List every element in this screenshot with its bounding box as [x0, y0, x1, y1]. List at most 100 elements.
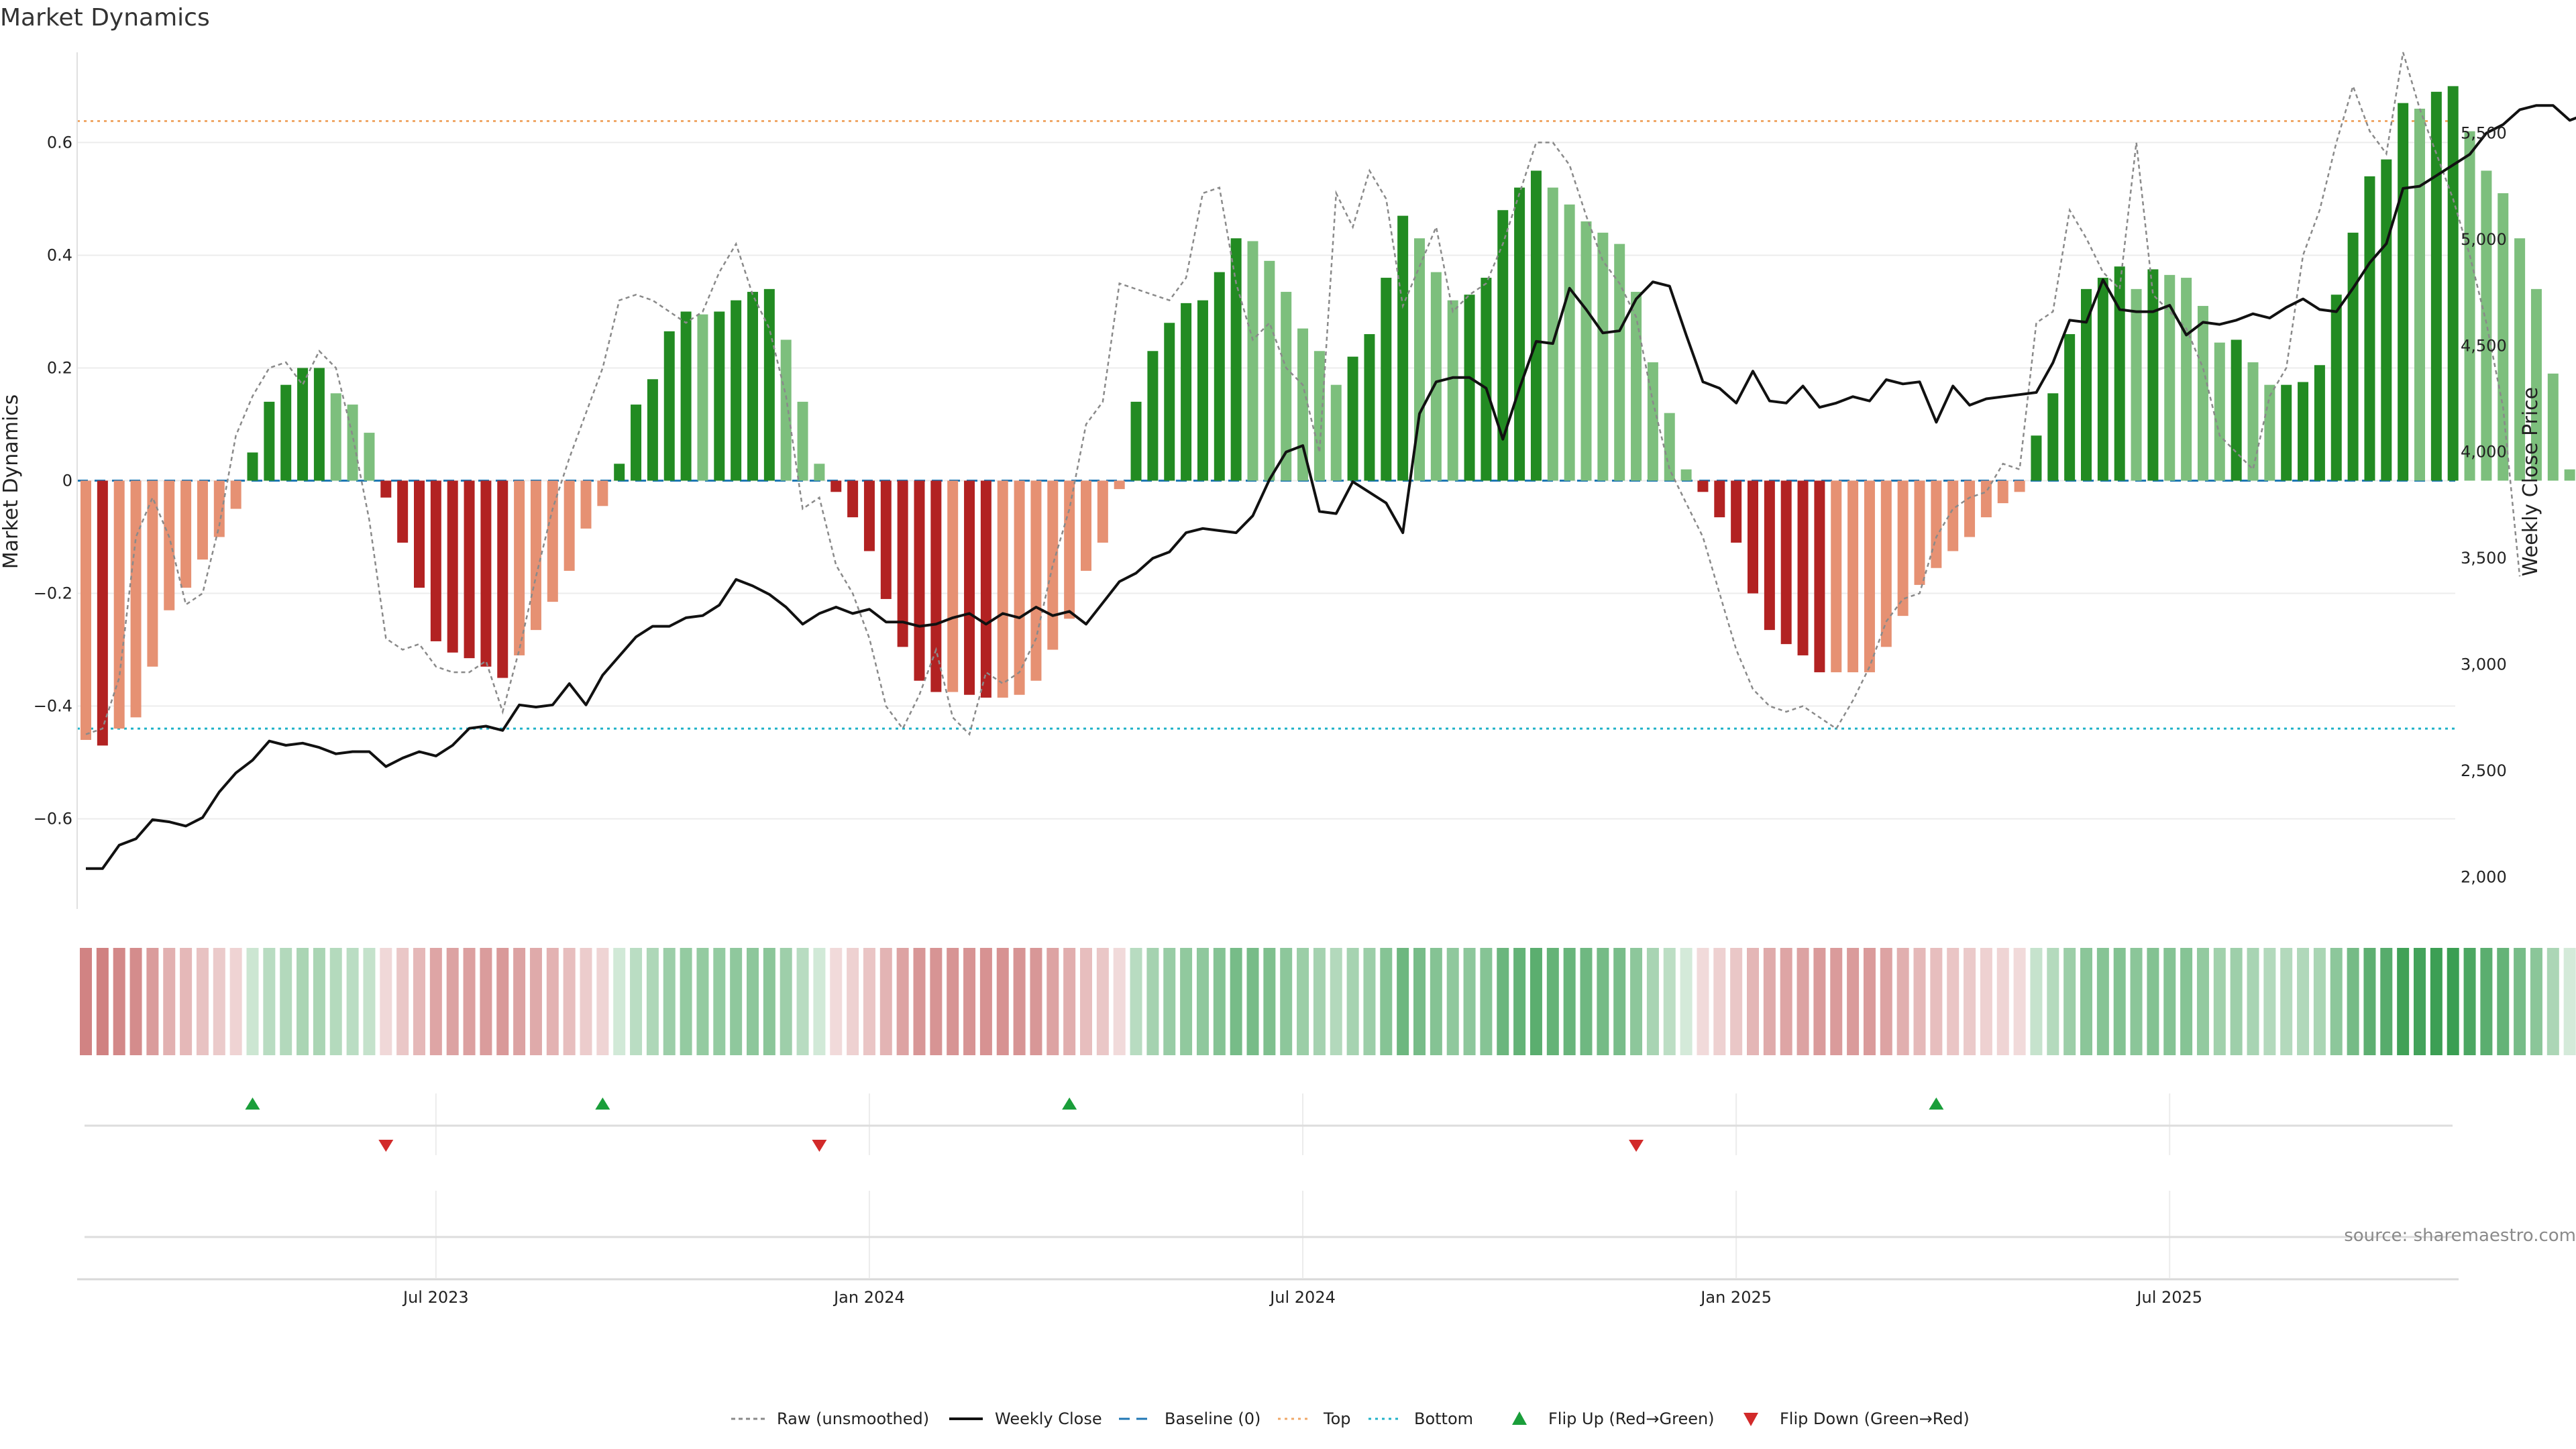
heat-cell: [297, 948, 309, 1055]
momentum-bar: [897, 480, 908, 647]
weekly-close-line: [86, 104, 2576, 870]
legend-label: Flip Up (Red→Green): [1548, 1409, 1715, 1428]
heat-cell: [1180, 948, 1193, 1055]
momentum-bar: [1197, 300, 1208, 481]
heat-cell: [696, 948, 709, 1055]
heat-cell: [2263, 948, 2276, 1055]
x-tick-label: Jul 2024: [1269, 1288, 1336, 1307]
momentum-bar: [2131, 288, 2142, 481]
momentum-bar: [830, 480, 842, 492]
momentum-bar: [1831, 480, 1842, 673]
heat-cell: [613, 948, 626, 1055]
momentum-bar: [863, 480, 875, 551]
momentum-bar: [2197, 306, 2208, 481]
heat-cell: [1613, 948, 1626, 1055]
momentum-bar: [2064, 334, 2076, 481]
momentum-bar: [2547, 373, 2559, 481]
momentum-bar: [564, 480, 575, 571]
momentum-bar: [1547, 187, 1558, 481]
heat-cell: [763, 948, 775, 1055]
heat-cell: [546, 948, 559, 1055]
momentum-bar: [330, 393, 341, 481]
momentum-bar: [164, 480, 175, 610]
momentum-bar: [580, 480, 592, 529]
momentum-bar: [631, 405, 642, 481]
heat-cell: [1597, 948, 1609, 1055]
heat-cell: [1080, 948, 1092, 1055]
momentum-bar: [1381, 278, 1392, 481]
momentum-bar: [2264, 384, 2275, 481]
heat-cell: [563, 948, 576, 1055]
momentum-bar: [1880, 480, 1892, 647]
heat-cell: [879, 948, 892, 1055]
momentum-bar: [1897, 480, 1909, 616]
heat-cell: [513, 948, 526, 1055]
right-tick-label: 2,500: [2461, 761, 2507, 780]
momentum-bar: [2047, 393, 2059, 481]
momentum-bar: [680, 311, 692, 481]
momentum-bar: [964, 480, 975, 695]
heat-cell: [913, 948, 926, 1055]
heat-cell: [580, 948, 592, 1055]
momentum-bar: [2181, 278, 2192, 481]
heat-cell: [1446, 948, 1459, 1055]
momentum-bar: [1114, 480, 1125, 490]
heat-cell: [1713, 948, 1726, 1055]
momentum-bar: [97, 480, 108, 746]
heat-cell: [2247, 948, 2259, 1055]
heat-cell: [2363, 948, 2376, 1055]
heat-cell: [529, 948, 542, 1055]
heat-cell: [1463, 948, 1476, 1055]
momentum-bar: [1914, 480, 1925, 585]
flip-down-marker: [1629, 1140, 1644, 1152]
momentum-bar: [80, 480, 91, 740]
heat-cell: [1964, 948, 1976, 1055]
chart-title: Market Dynamics: [0, 4, 210, 32]
right-y-axis-label: Weekly Close Price: [2519, 387, 2542, 576]
momentum-bar: [2330, 294, 2342, 481]
x-tick-label: Jul 2023: [402, 1288, 469, 1307]
heat-cell: [96, 948, 109, 1055]
legend-label: Top: [1323, 1409, 1351, 1428]
heat-cell: [2147, 948, 2159, 1055]
heat-cell: [1096, 948, 1109, 1055]
heat-cell: [1996, 948, 2009, 1055]
momentum-bar: [1364, 334, 1375, 481]
right-tick-label: 4,500: [2461, 336, 2507, 355]
momentum-bar: [1748, 480, 1758, 594]
legend-label: Bottom: [1414, 1409, 1473, 1428]
momentum-bar: [297, 368, 309, 481]
momentum-bar: [2081, 288, 2092, 481]
heat-cell: [380, 948, 392, 1055]
heat-cell: [2530, 948, 2542, 1055]
momentum-bar: [1497, 210, 1509, 481]
heat-cell: [1030, 948, 1042, 1055]
heat-cell: [1796, 948, 1809, 1055]
momentum-bar: [464, 480, 475, 659]
heat-cell: [329, 948, 342, 1055]
momentum-bar: [614, 464, 625, 481]
momentum-bar: [380, 480, 392, 498]
heat-cell: [2080, 948, 2092, 1055]
momentum-bar: [1647, 362, 1658, 481]
momentum-bar: [1447, 300, 1458, 481]
momentum-bar: [447, 480, 458, 653]
momentum-bar: [1281, 292, 1292, 481]
heat-cell: [1546, 948, 1559, 1055]
heat-cell: [2546, 948, 2559, 1055]
heat-cell: [2463, 948, 2476, 1055]
momentum-bar: [230, 480, 241, 509]
heat-cell: [1330, 948, 1342, 1055]
heat-cell: [2047, 948, 2059, 1055]
heat-cell: [2030, 948, 2043, 1055]
momentum-bar: [497, 480, 508, 678]
flip-up-marker: [595, 1097, 610, 1110]
legend: Raw (unsmoothed) Weekly Close Baseline (0)…: [731, 1409, 1970, 1428]
heat-cell: [2130, 948, 2143, 1055]
momentum-bar: [1147, 351, 1159, 481]
momentum-bar: [714, 311, 725, 481]
momentum-bar: [1931, 480, 1942, 568]
heat-cell: [196, 948, 209, 1055]
momentum-bar: [1631, 292, 1642, 481]
left-tick-label: −0.4: [34, 697, 72, 716]
